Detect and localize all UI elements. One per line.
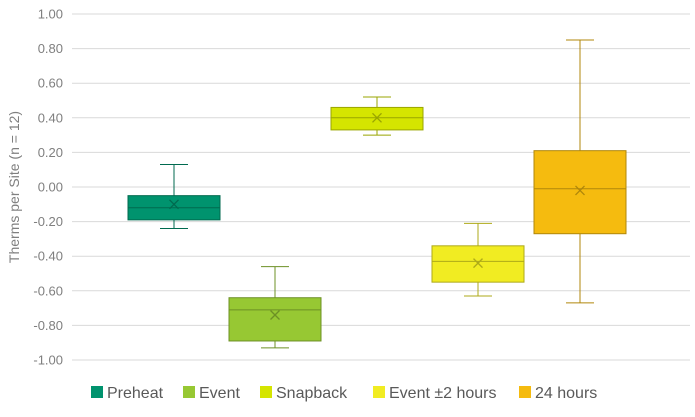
box-preheat — [127, 164, 221, 230]
box-snapback — [330, 96, 424, 136]
mean-marker — [270, 310, 280, 320]
y-tick-label: 0.80 — [38, 41, 63, 56]
interquartile-box — [533, 150, 627, 235]
y-tick-label: -1.00 — [33, 353, 63, 368]
mean-marker — [169, 199, 179, 210]
y-tick-label: 1.00 — [38, 7, 63, 22]
y-axis-title: Therms per Site (n = 12) — [6, 111, 22, 263]
boxes — [127, 39, 627, 349]
legend-item: Event ±2 hours — [373, 385, 497, 402]
y-tick-label: 0.00 — [38, 180, 63, 195]
mean-marker — [575, 185, 585, 196]
y-tick-label: 0.40 — [38, 110, 63, 125]
mean-marker — [372, 112, 382, 123]
y-tick-label: -0.40 — [33, 249, 63, 264]
y-tick-label: 0.20 — [38, 145, 63, 160]
box-24-hours — [533, 39, 627, 304]
legend-swatch — [183, 386, 195, 398]
legend-swatch — [260, 386, 272, 398]
legend-label: 24 hours — [535, 385, 597, 402]
legend-item: 24 hours — [519, 385, 597, 402]
legend-item: Event — [183, 385, 240, 402]
legend-swatch — [91, 386, 103, 398]
legend-label: Snapback — [276, 385, 348, 402]
mean-marker — [473, 258, 483, 269]
gridlines — [72, 13, 690, 361]
y-tick-label: -0.80 — [33, 318, 63, 333]
y-axis-ticks: -1.00 -0.80 -0.60 -0.40 -0.20 0.00 0.20 0.40 0.6… — [33, 7, 63, 368]
legend: Preheat Event Snapback Event ±2 hours 24 hou… — [91, 385, 597, 402]
legend-label: Event — [199, 385, 240, 402]
box-event — [228, 266, 322, 349]
interquartile-box — [228, 297, 322, 342]
legend-swatch — [519, 386, 531, 398]
legend-label: Event ±2 hours — [389, 385, 497, 402]
box-event-2-hours — [431, 222, 525, 297]
y-tick-label: -0.60 — [33, 283, 63, 298]
y-tick-label: -0.20 — [33, 214, 63, 229]
legend-item: Snapback — [260, 385, 348, 402]
legend-label: Preheat — [107, 385, 164, 402]
y-tick-label: 0.60 — [38, 76, 63, 91]
legend-item: Preheat — [91, 385, 164, 402]
legend-swatch — [373, 386, 385, 398]
